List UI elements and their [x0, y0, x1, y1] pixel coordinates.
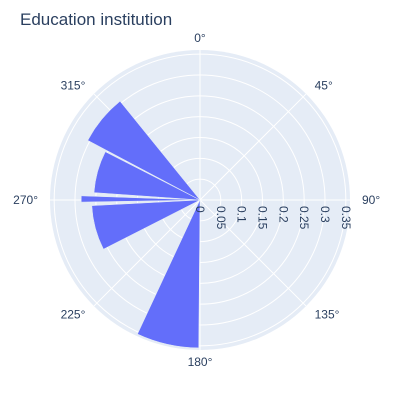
angular-tick-label: 0°	[194, 31, 206, 45]
radial-tick-label: 0.1	[235, 206, 249, 223]
radial-tick-label: 0.35	[339, 206, 353, 230]
polar-bar	[93, 151, 201, 201]
radial-tick-label: 0.25	[297, 206, 311, 230]
radial-ticks: 0 0.05 0.1 0.15 0.2 0.25 0.3 0.35	[193, 206, 353, 230]
angular-tick-label: 135°	[315, 308, 340, 322]
angular-grid-line	[199, 93, 307, 201]
angular-grid-line	[93, 199, 201, 307]
radial-tick-label: 0.15	[256, 206, 270, 230]
angular-tick-label: 315°	[61, 78, 86, 92]
polar-bar	[81, 195, 201, 203]
angular-tick-label: 180°	[188, 355, 213, 369]
radial-tick-label: 0.05	[214, 206, 228, 230]
polar-bar	[91, 199, 201, 250]
radial-tick-label: 0.3	[318, 206, 332, 223]
radial-tick-label: 0	[193, 206, 207, 213]
radial-tick-label: 0.2	[276, 206, 290, 223]
angular-tick-label: 90°	[362, 193, 380, 207]
polar-bar	[137, 199, 201, 349]
angular-grid-line	[199, 199, 307, 307]
chart-title: Education institution	[20, 10, 172, 29]
angular-tick-label: 225°	[61, 308, 86, 322]
bars-layer	[81, 100, 201, 349]
polar-bar	[87, 100, 201, 201]
angular-ticks: 0° 45° 90° 135° 180° 225° 270° 315°	[13, 31, 380, 369]
angular-tick-label: 270°	[13, 193, 38, 207]
angular-tick-label: 45°	[315, 78, 333, 92]
